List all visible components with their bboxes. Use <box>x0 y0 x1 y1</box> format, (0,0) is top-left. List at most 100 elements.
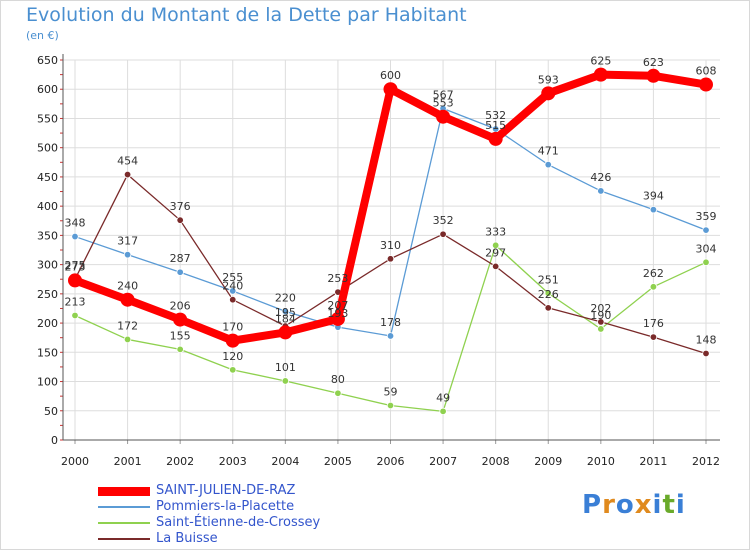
x-tick-label: 2007 <box>429 455 457 468</box>
data-label: 352 <box>433 214 454 227</box>
data-label: 190 <box>590 309 611 322</box>
data-label: 59 <box>384 386 398 399</box>
data-label: 49 <box>436 391 450 404</box>
data-label: 170 <box>222 321 243 334</box>
y-tick-label: 350 <box>37 229 58 242</box>
data-label: 255 <box>222 271 243 284</box>
legend-label: Pommiers-la-Placette <box>156 499 295 514</box>
data-point <box>649 205 658 214</box>
data-point <box>491 241 500 250</box>
data-label: 220 <box>275 291 296 304</box>
data-point <box>702 349 710 358</box>
legend-entry: Saint-Étienne-de-Crossey <box>98 515 398 531</box>
data-label: 262 <box>643 267 664 280</box>
data-label: 297 <box>485 246 506 259</box>
data-point <box>383 82 398 97</box>
data-label: 240 <box>117 280 138 293</box>
legend-swatch <box>98 486 150 496</box>
data-label: 275 <box>65 259 86 272</box>
data-point <box>649 333 658 341</box>
data-label: 251 <box>538 273 559 286</box>
legend-entry: Pommiers-la-Placette <box>98 499 398 515</box>
x-tick-label: 2008 <box>482 455 510 468</box>
y-tick-label: 150 <box>37 346 58 359</box>
data-label: 80 <box>331 373 345 386</box>
legend-entry: La Buisse <box>98 531 398 547</box>
data-point <box>544 304 552 312</box>
x-axis-ticks: 2000 2001 2002 2003 2004 2005 2006 2007 2008 2009… <box>61 455 720 468</box>
data-point <box>123 250 132 259</box>
data-point <box>123 335 132 344</box>
y-tick-label: 500 <box>37 142 58 155</box>
proxiti-logo: Proxiti <box>582 490 686 520</box>
data-label: 471 <box>538 145 559 158</box>
logo-letter: i <box>652 490 663 520</box>
data-label: 515 <box>485 119 506 132</box>
x-tick-label: 2006 <box>377 455 405 468</box>
data-labels: 348 317 287 255 220 193 178 567 532 471 426 394 359 2… <box>65 55 717 405</box>
data-point <box>334 389 342 397</box>
data-label: 454 <box>117 155 138 168</box>
data-label: 184 <box>275 312 296 325</box>
data-point <box>491 262 500 271</box>
data-point <box>173 312 188 327</box>
data-point <box>330 311 345 326</box>
data-label: 202 <box>590 302 611 315</box>
data-point <box>176 345 184 354</box>
data-point <box>229 287 237 295</box>
data-point <box>541 86 556 101</box>
data-point <box>702 258 710 266</box>
data-label: 155 <box>170 329 191 342</box>
data-label: 193 <box>327 307 348 320</box>
data-point <box>439 407 447 416</box>
y-tick-label: 300 <box>37 259 58 272</box>
series-lines <box>68 67 713 416</box>
legend-swatch <box>98 538 150 540</box>
y-tick-label: 100 <box>37 376 58 389</box>
data-point <box>646 68 661 83</box>
data-point <box>386 332 395 340</box>
data-label: 213 <box>65 295 86 308</box>
x-tick-label: 2000 <box>61 455 89 468</box>
data-label: 567 <box>433 89 454 102</box>
x-tick-label: 2005 <box>324 455 352 468</box>
data-label: 226 <box>538 288 559 301</box>
x-tick-label: 2010 <box>587 455 615 468</box>
legend-label: SAINT-JULIEN-DE-RAZ <box>156 483 296 498</box>
data-point <box>544 289 552 297</box>
data-point <box>176 216 184 224</box>
data-label: 376 <box>170 200 191 213</box>
data-label: 195 <box>275 306 296 319</box>
data-point <box>281 377 290 385</box>
x-tick-label: 2003 <box>219 455 247 468</box>
y-tick-label: 200 <box>37 317 58 330</box>
legend: SAINT-JULIEN-DE-RAZ Pommiers-la-Placette S… <box>98 483 398 547</box>
data-point <box>278 325 293 340</box>
data-label: 317 <box>117 235 138 248</box>
data-label: 532 <box>485 109 506 122</box>
data-label: 148 <box>696 333 717 346</box>
data-label: 625 <box>590 55 611 68</box>
data-point <box>123 170 132 179</box>
y-tick-label: 450 <box>37 171 58 184</box>
data-label: 394 <box>643 190 664 203</box>
data-point <box>386 255 395 263</box>
y-tick-label: 400 <box>37 200 58 213</box>
y-tick-label: 50 <box>44 405 58 418</box>
data-point <box>702 226 710 234</box>
data-label: 240 <box>222 280 243 293</box>
logo-letter: t <box>662 490 676 520</box>
data-point <box>281 307 290 316</box>
legend-swatch <box>98 506 150 508</box>
data-label: 623 <box>643 56 664 69</box>
legend-entry: SAINT-JULIEN-DE-RAZ <box>98 483 398 499</box>
data-point <box>71 232 79 241</box>
data-label: 333 <box>485 225 506 238</box>
data-point <box>488 131 503 146</box>
x-tick-label: 2002 <box>166 455 194 468</box>
data-point <box>593 67 608 82</box>
axes <box>60 54 720 444</box>
data-label: 310 <box>380 239 401 252</box>
